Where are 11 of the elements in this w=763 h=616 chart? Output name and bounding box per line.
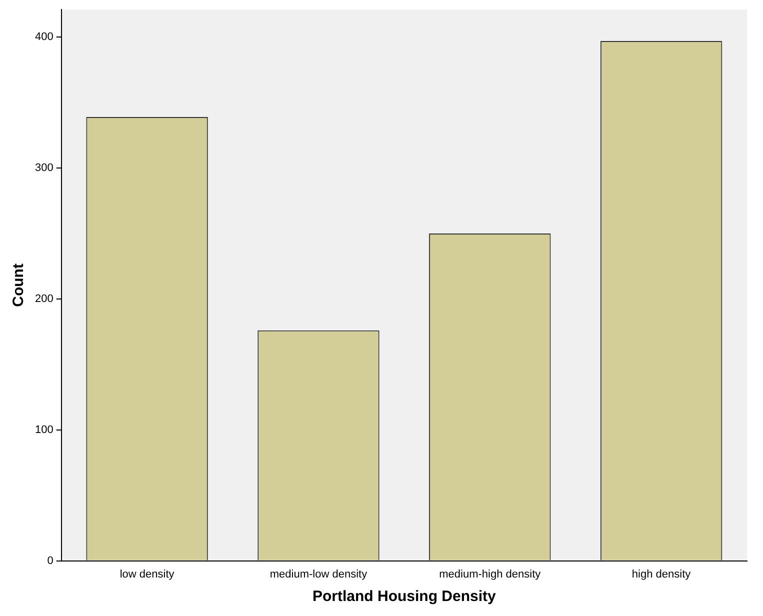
x-tick-label: medium-high density (439, 568, 542, 580)
y-tick-label: 200 (34, 292, 54, 305)
x-tick-label: high density (632, 568, 692, 580)
y-tick-label: 400 (34, 31, 54, 44)
y-tick-label: 0 (47, 554, 54, 567)
x-tick-label: medium-low density (270, 568, 368, 580)
x-axis-title: Portland Housing Density (312, 588, 496, 606)
x-tick-label: low density (120, 568, 175, 580)
y-tick-label: 100 (34, 424, 54, 436)
y-axis-title: Count (10, 264, 28, 307)
y-tick-label: 300 (34, 162, 54, 174)
